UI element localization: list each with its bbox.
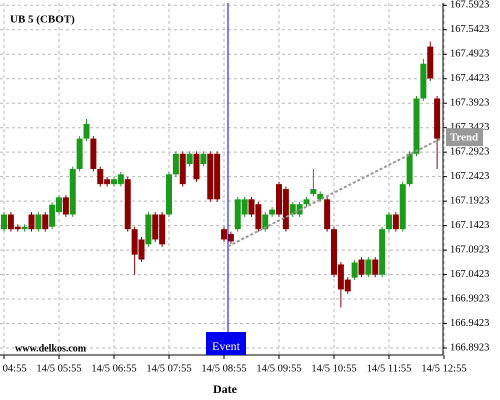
candle-body: [337, 264, 344, 290]
candle-body: [386, 214, 392, 230]
candle-body: [289, 204, 296, 215]
candle-body: [392, 214, 399, 230]
candle-body: [234, 199, 241, 230]
x-tick-label: 14/5 06:55: [91, 363, 136, 374]
candle-body: [166, 174, 172, 215]
candle-body: [214, 153, 221, 200]
y-tick-label: 167.3423: [450, 122, 489, 133]
candle-body: [303, 199, 310, 205]
candle-body: [117, 174, 124, 185]
candle-body: [372, 259, 379, 275]
candle-body: [324, 199, 331, 230]
y-tick-label: 167.1923: [450, 196, 489, 207]
candle-body: [186, 153, 193, 165]
candle-body: [21, 226, 28, 230]
candle-body: [62, 197, 69, 215]
candle-body: [111, 179, 117, 185]
candle-body: [83, 123, 90, 139]
candle-body: [379, 229, 386, 275]
candle-body: [69, 168, 76, 215]
x-tick-label: 14/5 11:55: [367, 363, 412, 374]
candle-body: [1, 214, 7, 230]
candle-body: [413, 98, 420, 154]
y-tick-label: 167.4423: [450, 73, 489, 84]
candle-body: [241, 199, 248, 215]
x-tick-label: 14/5 09:55: [256, 363, 301, 374]
candle-body: [221, 229, 227, 240]
candle-body: [152, 214, 159, 240]
y-tick-label: 167.2423: [450, 171, 489, 182]
chart-title: UB 5 (CBOT): [10, 14, 75, 26]
candle-body: [331, 229, 337, 275]
y-tick-label: 167.1423: [450, 220, 489, 231]
x-axis-title: Date: [213, 382, 238, 396]
watermark: www.delkos.com: [15, 343, 87, 354]
event-box: [206, 332, 246, 355]
candle-body: [406, 153, 413, 185]
candle-body: [193, 153, 200, 180]
candle-body: [200, 153, 207, 165]
candle-body: [317, 193, 324, 200]
x-tick-label: 14/5 04:55: [0, 363, 27, 374]
x-tick-label: 14/5 10:55: [311, 363, 356, 374]
candle-body: [427, 46, 434, 79]
candle-body: [255, 204, 262, 230]
y-tick-label: 166.9923: [450, 293, 489, 304]
candle-body: [172, 153, 179, 175]
y-tick-label: 167.3923: [450, 98, 489, 109]
candle-body: [35, 214, 42, 230]
trend-box: [446, 128, 483, 147]
candle-body: [145, 214, 152, 245]
candle-body: [7, 214, 14, 230]
y-tick-label: 167.5423: [450, 24, 489, 35]
grid-layer: [0, 3, 445, 355]
candle-body: [399, 184, 406, 230]
candle-body: [76, 138, 83, 169]
y-tick-label: 167.0923: [450, 244, 489, 255]
candle-body: [56, 197, 62, 213]
candle-body: [124, 179, 131, 230]
y-tick-label: 167.5923: [450, 0, 489, 11]
y-tick-label: 166.8923: [450, 342, 489, 353]
y-tick-label: 167.0423: [450, 269, 489, 280]
candle-body: [282, 189, 289, 230]
candle-body: [262, 214, 269, 230]
candle-body: [276, 184, 282, 215]
event-label: Event: [212, 339, 241, 353]
candle-body: [207, 153, 214, 200]
y-tick-label: 167.4923: [450, 49, 489, 60]
candle-body: [97, 168, 104, 185]
y-tick-label: 167.2923: [450, 147, 489, 158]
x-tick-label: 14/5 05:55: [36, 363, 81, 374]
marks-layer: [1, 3, 441, 355]
candle-body: [269, 209, 276, 215]
candle-body: [420, 63, 427, 99]
candle-body: [248, 199, 255, 215]
y-tick-label: 166.9423: [450, 318, 489, 329]
candle-body: [14, 226, 21, 230]
candle-body: [344, 279, 351, 292]
x-tick-label: 14/5 07:55: [146, 363, 191, 374]
candle-body: [434, 98, 441, 139]
candle-body: [227, 234, 234, 242]
trend-label: Trend: [450, 132, 478, 144]
trend-line: [227, 138, 441, 248]
candle-body: [179, 153, 186, 185]
candle-body: [131, 229, 138, 255]
candle-body: [351, 262, 358, 278]
x-tick-label: 14/5 08:55: [201, 363, 246, 374]
candle-body: [28, 214, 35, 230]
candle-body: [159, 214, 166, 245]
candle-body: [358, 259, 365, 275]
candle-body: [49, 204, 56, 227]
candle-body: [42, 214, 49, 230]
candle-body: [365, 259, 372, 275]
x-tick-label: 14/5 12:55: [421, 363, 466, 374]
candle-body: [90, 138, 97, 169]
candle-body: [310, 189, 317, 194]
candle-body: [104, 179, 111, 185]
candle-body: [138, 239, 145, 260]
